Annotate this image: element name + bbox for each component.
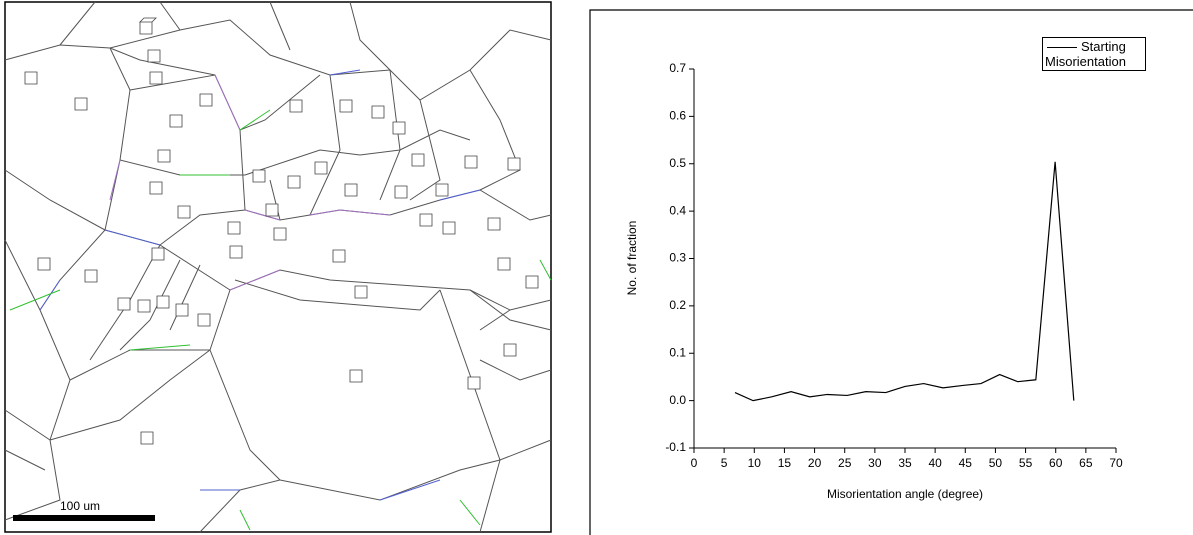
y-tick-label: 0.2 bbox=[669, 298, 686, 312]
x-tick-label: 35 bbox=[898, 456, 912, 470]
chart-frame bbox=[590, 10, 1193, 535]
y-tick-label: -0.1 bbox=[665, 440, 686, 454]
micrograph: 100 um bbox=[5, 2, 551, 532]
x-tick-label: 25 bbox=[838, 456, 852, 470]
chart: No. of fraction Misorientation angle (de… bbox=[590, 10, 1193, 535]
y-axis-label: No. of fraction bbox=[625, 221, 639, 296]
x-tick-label: 65 bbox=[1079, 456, 1093, 470]
micrograph-frame bbox=[5, 2, 551, 532]
x-tick-label: 45 bbox=[959, 456, 973, 470]
x-tick-label: 55 bbox=[1019, 456, 1033, 470]
x-tick-label: 50 bbox=[989, 456, 1003, 470]
y-tick-label: 0.7 bbox=[669, 61, 686, 75]
x-tick-label: 10 bbox=[748, 456, 762, 470]
page: {"image": {"scale_bar_label": "100 um"},… bbox=[0, 0, 1193, 535]
x-tick-label: 15 bbox=[778, 456, 792, 470]
x-tick-label: 70 bbox=[1109, 456, 1123, 470]
scale-bar bbox=[13, 515, 155, 521]
y-tick-label: 0.1 bbox=[669, 345, 686, 359]
x-tick-label: 0 bbox=[691, 456, 698, 470]
x-tick-label: 60 bbox=[1049, 456, 1063, 470]
data-line bbox=[735, 162, 1074, 401]
y-tick-label: 0.3 bbox=[669, 251, 686, 265]
figure: 100 um No. of fraction Misorientation an… bbox=[0, 0, 1193, 535]
y-tick-label: 0.6 bbox=[669, 109, 686, 123]
y-tick-label: 0.4 bbox=[669, 203, 686, 217]
x-axis-label: Misorientation angle (degree) bbox=[827, 487, 983, 501]
scale-bar-label: 100 um bbox=[60, 499, 100, 513]
x-tick-label: 40 bbox=[928, 456, 942, 470]
legend-label: Starting Misorientation bbox=[1045, 39, 1126, 69]
x-tick-label: 5 bbox=[721, 456, 728, 470]
x-tick-label: 20 bbox=[808, 456, 822, 470]
y-tick-label: 0.5 bbox=[669, 156, 686, 170]
legend: Starting Misorientation bbox=[1042, 37, 1146, 71]
legend-line bbox=[1047, 47, 1077, 48]
x-tick-label: 30 bbox=[868, 456, 882, 470]
y-tick-label: 0.0 bbox=[669, 393, 686, 407]
